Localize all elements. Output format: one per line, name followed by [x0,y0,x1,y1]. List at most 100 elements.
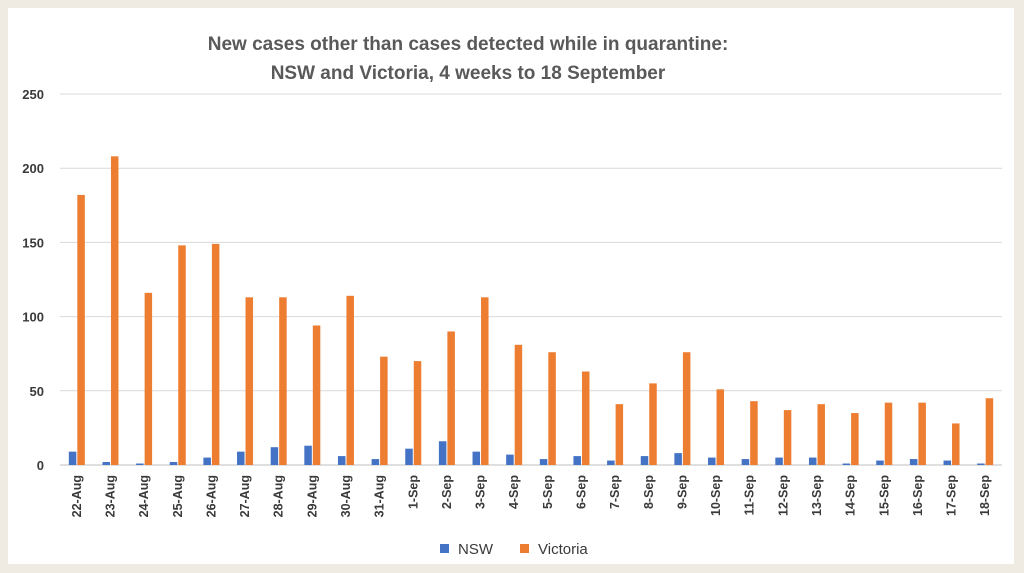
bar-victoria-27-aug [245,297,254,465]
bar-victoria-24-aug [144,292,153,465]
bar-nsw-15-sep [876,460,884,465]
bar-victoria-14-sep [851,413,859,465]
bar-nsw-18-sep [977,463,985,465]
bar-victoria-22-aug [77,194,85,466]
bar-nsw-30-aug [337,456,346,465]
bar-nsw-13-sep [808,457,817,465]
x-tick-label: 26-Aug [204,475,218,517]
y-axis-ticks: 0 50 100 150 200 250 [22,87,44,473]
bar-victoria-2-sep [447,331,455,465]
y-tick-label: 0 [37,458,44,473]
bar-victoria-31-aug [380,356,388,465]
bar-victoria-26-aug [211,243,220,465]
x-tick-label: 9-Sep [675,475,689,509]
x-tick-label: 25-Aug [171,475,185,517]
bar-nsw-16-sep [909,459,918,465]
chart-title-line-1: New cases other than cases detected whil… [208,34,729,55]
x-tick-label: 22-Aug [70,475,84,517]
bar-layer [68,156,994,466]
bar-nsw-2-sep [438,441,447,465]
bar-victoria-9-sep [682,352,691,465]
bar-nsw-7-sep [607,460,615,465]
x-tick-label: 16-Sep [911,475,925,516]
bar-nsw-6-sep [573,456,581,465]
bar-nsw-14-sep [842,463,851,465]
x-tick-label: 27-Aug [238,475,252,517]
legend-label-nsw: NSW [458,541,494,558]
grid-layer [60,93,1002,466]
y-tick-label: 50 [30,384,44,399]
chart-svg: New cases other than cases detected whil… [22,34,1002,558]
bar-nsw-23-aug [102,462,110,465]
legend: NSW Victoria [440,541,588,558]
bar-victoria-15-sep [884,402,893,465]
bar-victoria-18-sep [985,398,994,465]
bar-victoria-6-sep [581,371,590,465]
x-tick-label: 31-Aug [373,475,387,517]
y-tick-label: 250 [22,87,44,102]
bar-nsw-31-aug [371,459,380,465]
x-tick-label: 23-Aug [103,475,117,517]
x-tick-label: 18-Sep [978,475,992,516]
bar-nsw-28-aug [270,447,279,465]
bar-nsw-8-sep [640,456,649,465]
bar-victoria-29-aug [312,325,321,465]
x-tick-label: 28-Aug [272,475,286,517]
legend-swatch-victoria [520,544,529,553]
x-tick-label: 11-Sep [743,475,757,516]
chart-title-line-2: NSW and Victoria, 4 weeks to 18 Septembe… [271,63,666,84]
y-tick-label: 100 [22,310,44,325]
bar-victoria-13-sep [817,404,825,465]
x-tick-label: 5-Sep [541,475,555,509]
bar-nsw-24-aug [136,463,144,465]
y-tick-label: 200 [22,161,44,176]
bar-victoria-17-sep [952,423,960,465]
bar-nsw-12-sep [775,457,783,465]
legend-label-victoria: Victoria [538,541,588,558]
chart-frame: New cases other than cases detected whil… [8,8,1014,564]
bar-victoria-23-aug [110,156,119,465]
bar-nsw-10-sep [708,457,716,465]
bar-victoria-30-aug [346,295,354,465]
x-tick-label: 2-Sep [440,475,454,509]
bar-nsw-4-sep [506,454,514,465]
x-tick-label: 15-Sep [877,475,891,516]
x-tick-label: 29-Aug [305,475,319,517]
bar-victoria-28-aug [279,297,287,465]
bar-victoria-1-sep [413,361,422,465]
bar-victoria-5-sep [548,352,556,465]
x-tick-label: 6-Sep [574,475,588,509]
bar-victoria-12-sep [783,410,792,465]
x-tick-label: 1-Sep [406,475,420,509]
bar-nsw-11-sep [741,459,750,465]
bar-nsw-22-aug [68,451,77,465]
bar-nsw-27-aug [237,451,245,465]
bar-nsw-29-aug [304,445,312,465]
bar-nsw-9-sep [674,453,682,465]
bar-victoria-7-sep [615,404,624,465]
x-tick-label: 4-Sep [507,475,521,509]
x-tick-label: 14-Sep [844,475,858,516]
x-tick-label: 17-Sep [945,475,959,516]
x-tick-label: 30-Aug [339,475,353,517]
bar-nsw-5-sep [539,459,548,465]
y-tick-label: 150 [22,235,44,250]
bar-nsw-25-aug [169,462,178,465]
bar-victoria-4-sep [514,344,523,465]
legend-swatch-nsw [440,544,449,553]
x-tick-label: 12-Sep [776,475,790,516]
x-tick-label: 7-Sep [608,475,622,509]
bar-victoria-16-sep [918,402,926,465]
x-tick-label: 10-Sep [709,475,723,516]
x-tick-label: 13-Sep [810,475,824,516]
bar-nsw-3-sep [472,451,481,465]
x-tick-label: 3-Sep [474,475,488,509]
x-tick-label: 8-Sep [642,475,656,509]
bar-victoria-8-sep [649,383,657,465]
bar-nsw-26-aug [203,457,211,465]
bar-victoria-3-sep [481,297,489,465]
x-tick-label: 24-Aug [137,475,151,517]
bar-victoria-10-sep [716,389,725,465]
bar-nsw-17-sep [943,460,952,465]
x-axis-ticks: 22-Aug 23-Aug 24-Aug 25-Aug 26-Aug 27-Aug 28-A… [70,475,992,518]
